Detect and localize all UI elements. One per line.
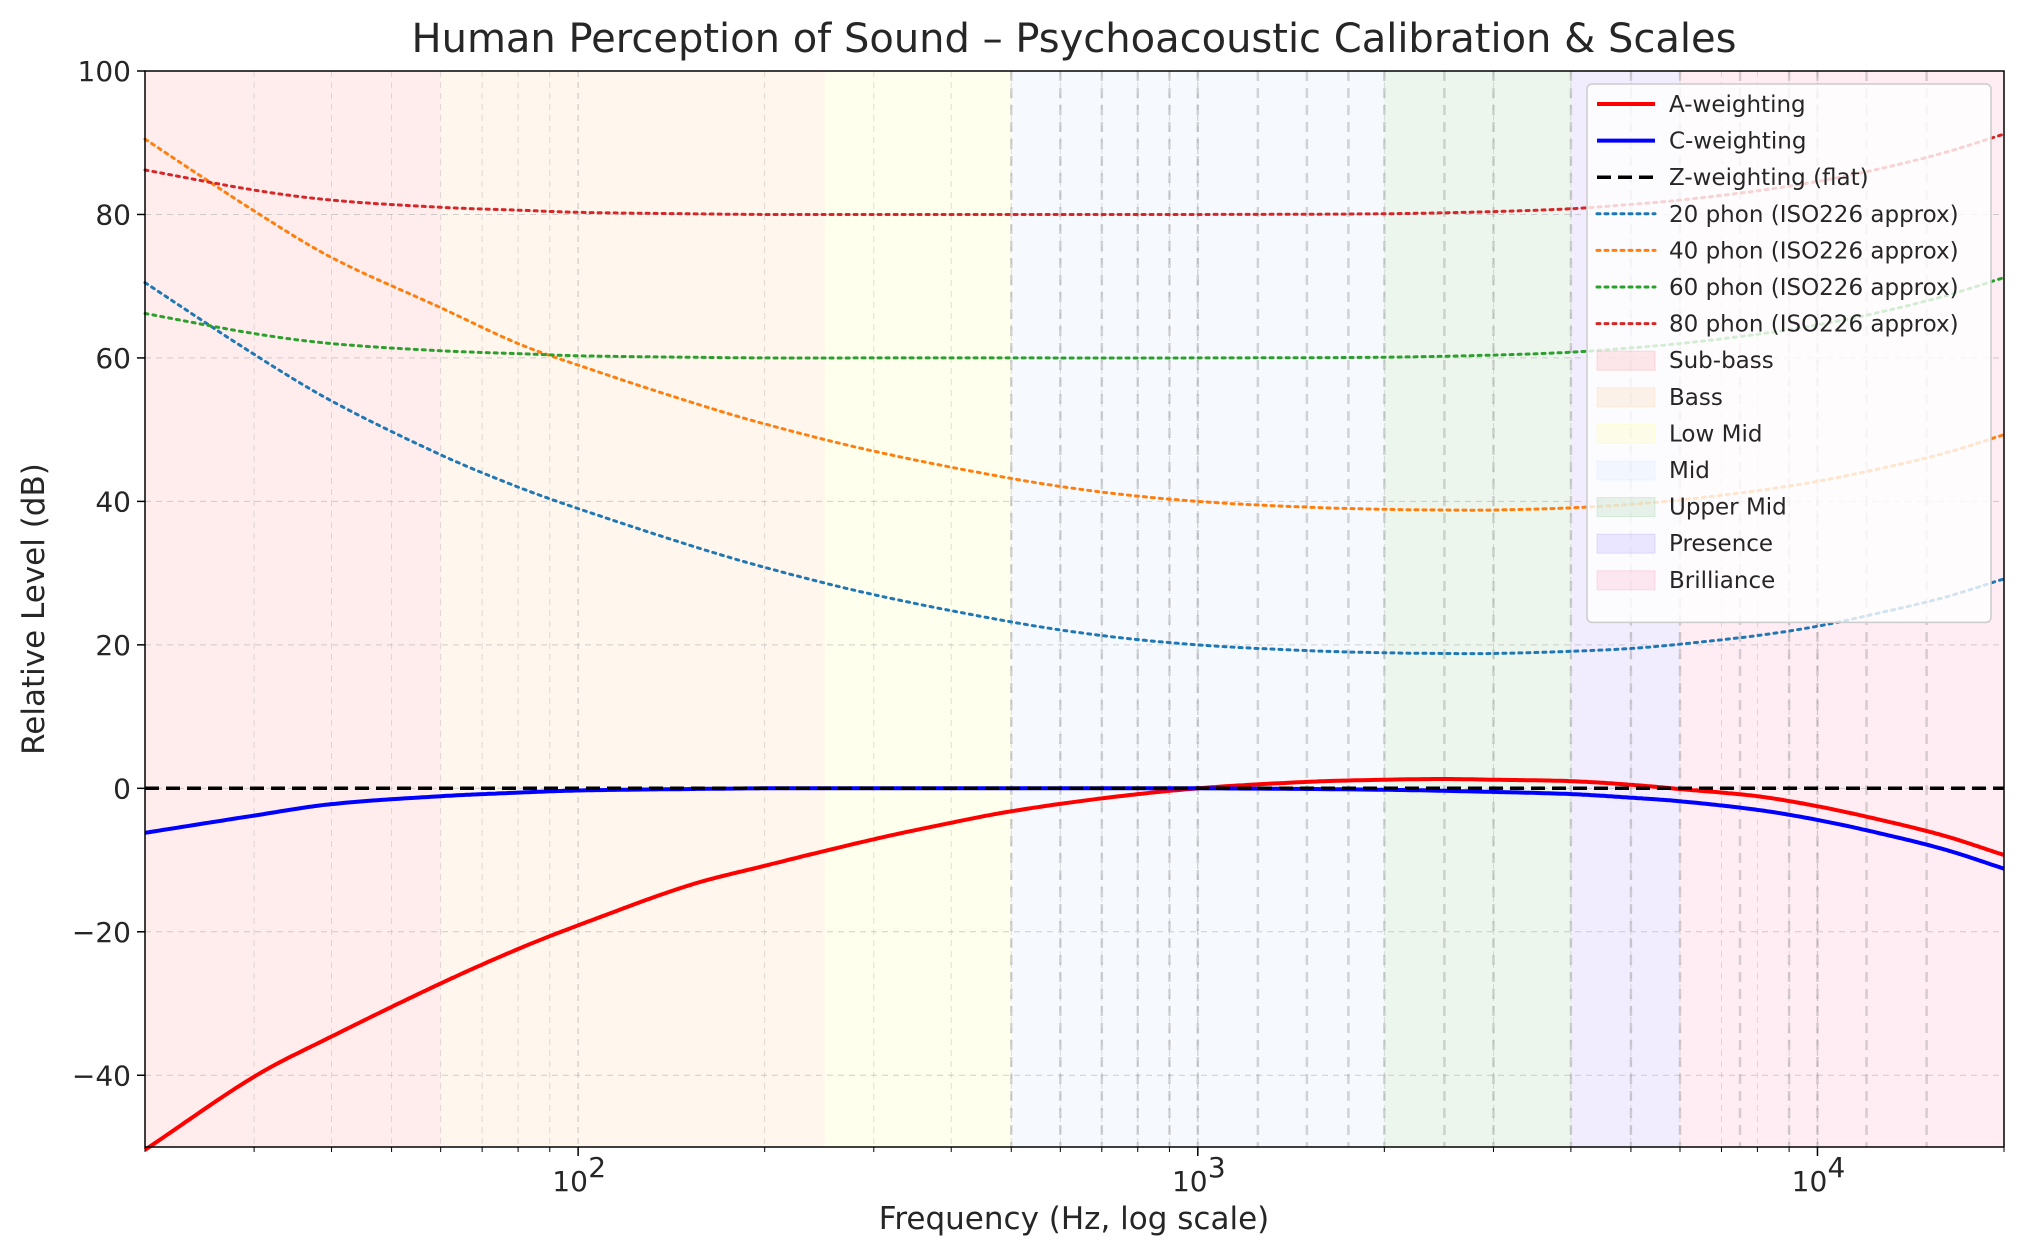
legend-swatch-upper-mid — [1597, 498, 1655, 517]
x-tick-label-exponent: 2 — [588, 1151, 606, 1184]
legend-swatch-mid — [1597, 461, 1655, 480]
x-axis-label: Frequency (Hz, log scale) — [879, 1201, 1269, 1237]
band-low-mid — [825, 71, 1012, 1147]
y-tick-label: 80 — [95, 198, 131, 231]
legend-swatch-sub-bass — [1597, 351, 1655, 370]
y-tick-label: 0 — [113, 772, 131, 805]
band-bass — [441, 71, 825, 1147]
legend-label-40-phon-iso226-approx: 40 phon (ISO226 approx) — [1669, 238, 1959, 264]
legend-label-sub-bass: Sub-bass — [1669, 348, 1774, 374]
legend-label-60-phon-iso226-approx: 60 phon (ISO226 approx) — [1669, 275, 1959, 301]
y-tick-label: 40 — [95, 485, 131, 518]
band-upper-mid — [1384, 71, 1571, 1147]
legend-label-upper-mid: Upper Mid — [1669, 495, 1787, 521]
legend-swatch-presence — [1597, 534, 1655, 553]
legend-swatch-low-mid — [1597, 424, 1655, 443]
y-tick-label: −40 — [72, 1059, 131, 1092]
legend-label-c-weighting: C-weighting — [1669, 129, 1806, 155]
x-tick-label-exponent: 4 — [1828, 1151, 1846, 1184]
chart-title: Human Perception of Sound – Psychoacoust… — [412, 16, 1737, 62]
legend-label-presence: Presence — [1669, 531, 1773, 557]
y-tick-label: 60 — [95, 342, 131, 375]
x-tick-label: 10 — [1792, 1165, 1828, 1198]
legend-label-mid: Mid — [1669, 458, 1710, 484]
legend-label-a-weighting: A-weighting — [1669, 92, 1806, 118]
legend-label-20-phon-iso226-approx: 20 phon (ISO226 approx) — [1669, 202, 1959, 228]
y-tick-label: 100 — [78, 55, 131, 88]
x-tick-label-exponent: 3 — [1208, 1151, 1226, 1184]
legend-swatch-brilliance — [1597, 571, 1655, 590]
legend-swatch-bass — [1597, 388, 1655, 407]
y-tick-label: −20 — [72, 916, 131, 949]
y-tick-label: 20 — [95, 629, 131, 662]
legend-label-z-weighting-flat: Z-weighting (flat) — [1669, 165, 1869, 191]
x-tick-label: 10 — [552, 1165, 588, 1198]
y-axis-label: Relative Level (dB) — [16, 463, 52, 755]
legend-label-80-phon-iso226-approx: 80 phon (ISO226 approx) — [1669, 312, 1959, 338]
band-sub-bass — [145, 71, 441, 1147]
legend-label-brilliance: Brilliance — [1669, 568, 1775, 594]
legend: A-weighting C-weighting Z-weighting (flat)… — [1587, 84, 1991, 622]
legend-label-low-mid: Low Mid — [1669, 421, 1762, 447]
legend-label-bass: Bass — [1669, 385, 1723, 411]
x-tick-label: 10 — [1172, 1165, 1208, 1198]
